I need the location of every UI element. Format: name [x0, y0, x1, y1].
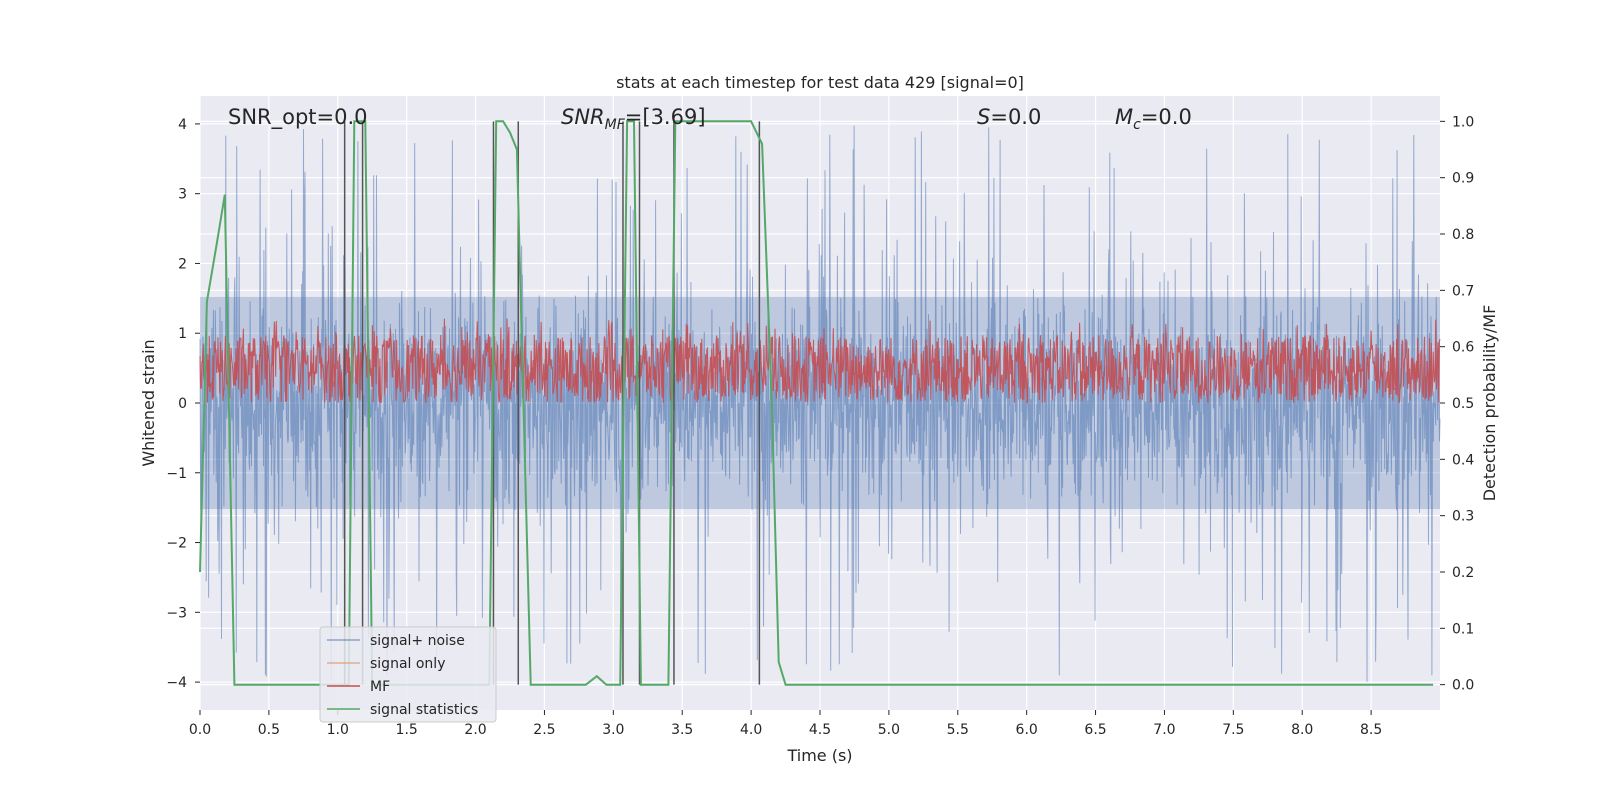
y2-tick-label: 0.9	[1452, 171, 1474, 187]
y2-tick-label: 0.8	[1452, 227, 1474, 243]
x-tick-label: 8.5	[1360, 722, 1382, 738]
y2-axis-ticks: 1.0 0.9 0.8 0.7 0.6 0.5 0.4 0.3 0.2 0.1 0.0	[1440, 114, 1474, 694]
y2-tick-label: 0.5	[1452, 396, 1474, 412]
mf-series	[199, 318, 1441, 404]
annotation-s-var: S	[977, 105, 990, 129]
legend-label-signal-only: signal only	[370, 656, 445, 672]
x-axis-label: Time (s)	[786, 746, 852, 765]
y2-tick-label: 0.3	[1452, 509, 1474, 525]
annotation-snr-mf: SNRMF=[3.69]	[561, 105, 706, 133]
y-tick-label: −3	[166, 605, 187, 621]
x-tick-label: 1.5	[396, 722, 418, 738]
y2-tick-label: 0.1	[1452, 621, 1474, 637]
y2-tick-label: 0.6	[1452, 340, 1474, 356]
x-tick-label: 0.0	[189, 722, 211, 738]
x-tick-label: 7.0	[1153, 722, 1175, 738]
y-axis-label: Whitened strain	[139, 339, 158, 466]
y-tick-label: 0	[178, 396, 187, 412]
x-tick-label: 4.0	[740, 722, 762, 738]
y-tick-label: 4	[178, 117, 187, 133]
annotation-mc-sub: c	[1133, 117, 1141, 133]
legend-box	[319, 626, 497, 723]
annotation-snr-mf-base: SNR	[561, 105, 605, 129]
signal-noise-core	[200, 296, 1440, 510]
x-tick-label: 2.5	[533, 722, 555, 738]
y2-tick-label: 0.4	[1452, 452, 1474, 468]
y-axis-ticks: 4 3 2 1 0 −1 −2 −3 −4	[166, 117, 200, 691]
y2-tick-label: 0.7	[1452, 283, 1474, 299]
y-tick-label: −1	[166, 466, 187, 482]
legend: signal+ noise signal only MF signal stat…	[319, 626, 497, 723]
y-tick-label: −2	[166, 536, 187, 552]
x-tick-label: 7.5	[1222, 722, 1244, 738]
x-tick-label: 3.5	[671, 722, 693, 738]
y-tick-label: 3	[178, 187, 187, 203]
legend-label-signal-statistics: signal statistics	[370, 702, 478, 718]
annotation-snr-opt: SNR_opt=0.0	[228, 105, 368, 130]
mf-line	[199, 318, 1441, 404]
y-tick-label: 1	[178, 326, 187, 342]
legend-label-signal-noise: signal+ noise	[370, 633, 465, 649]
annotation-s: S=0.0	[977, 105, 1041, 129]
x-tick-label: 6.5	[1084, 722, 1106, 738]
x-tick-label: 5.5	[947, 722, 969, 738]
x-tick-label: 5.0	[878, 722, 900, 738]
x-tick-label: 0.5	[258, 722, 280, 738]
signal-noise-series	[199, 125, 1441, 682]
annotation-s-value: =0.0	[990, 105, 1041, 129]
legend-label-mf: MF	[370, 679, 390, 695]
y2-axis-label: Detection probability/MF	[1480, 305, 1499, 502]
y2-tick-label: 0.2	[1452, 565, 1474, 581]
annotation-snr-mf-value: =[3.69]	[625, 105, 706, 129]
annotation-mc-base: M	[1115, 105, 1133, 129]
x-tick-label: 2.0	[464, 722, 486, 738]
y-tick-label: −4	[166, 675, 187, 691]
y-tick-label: 2	[178, 256, 187, 272]
x-tick-label: 8.0	[1291, 722, 1313, 738]
signal-noise-line	[199, 125, 1441, 682]
x-axis-ticks: 0.0 0.5 1.0 1.5 2.0 2.5 3.0 3.5 4.0 4.5 5.0 5.5 6.0 6…	[189, 710, 1382, 738]
x-tick-label: 6.0	[1016, 722, 1038, 738]
annotation-snr-mf-sub: MF	[605, 117, 626, 133]
y2-tick-label: 0.0	[1452, 678, 1474, 694]
x-tick-label: 1.0	[327, 722, 349, 738]
chart-title: stats at each timestep for test data 429…	[616, 73, 1024, 92]
annotation-mc: Mc=0.0	[1115, 105, 1192, 133]
x-tick-label: 4.5	[809, 722, 831, 738]
y2-tick-label: 1.0	[1452, 114, 1474, 130]
x-tick-label: 3.0	[602, 722, 624, 738]
annotation-mc-value: =0.0	[1141, 105, 1192, 129]
